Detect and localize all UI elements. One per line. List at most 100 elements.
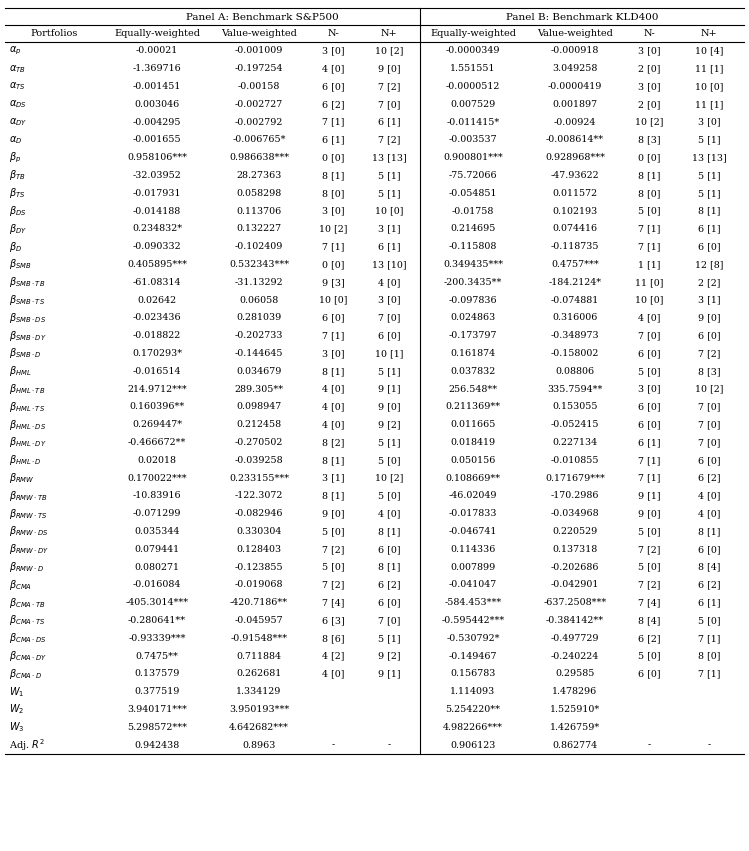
- Text: -420.7186**: -420.7186**: [230, 598, 288, 608]
- Text: 0.113706: 0.113706: [237, 207, 282, 215]
- Text: $\beta_{RMW\cdot TB}$: $\beta_{RMW\cdot TB}$: [9, 489, 48, 503]
- Text: 9 [1]: 9 [1]: [377, 670, 400, 678]
- Text: $\alpha_{D}$: $\alpha_{D}$: [9, 134, 22, 146]
- Text: 6 [0]: 6 [0]: [637, 420, 661, 429]
- Text: 0.377519: 0.377519: [134, 688, 180, 696]
- Text: 4 [0]: 4 [0]: [322, 385, 345, 394]
- Text: -0.018822: -0.018822: [133, 331, 181, 340]
- Text: -0.006765*: -0.006765*: [232, 135, 286, 145]
- Text: 0.906123: 0.906123: [450, 740, 496, 750]
- Text: -0.071299: -0.071299: [133, 509, 181, 518]
- Text: 0.233155***: 0.233155***: [229, 474, 289, 483]
- Text: -0.010855: -0.010855: [551, 456, 599, 465]
- Text: -0.497729: -0.497729: [551, 634, 599, 643]
- Text: 28.27363: 28.27363: [237, 171, 282, 180]
- Text: 6 [3]: 6 [3]: [321, 616, 345, 625]
- Text: 7 [0]: 7 [0]: [637, 331, 661, 340]
- Text: $\beta_{SMB}$: $\beta_{SMB}$: [9, 258, 31, 271]
- Text: -0.041047: -0.041047: [449, 580, 497, 590]
- Text: 6 [0]: 6 [0]: [637, 403, 661, 411]
- Text: -0.149467: -0.149467: [449, 652, 497, 660]
- Text: 0.08806: 0.08806: [556, 367, 595, 376]
- Text: $\beta_{RMW\cdot D}$: $\beta_{RMW\cdot D}$: [9, 560, 44, 574]
- Text: 7 [1]: 7 [1]: [637, 456, 661, 465]
- Text: -0.008614**: -0.008614**: [546, 135, 604, 145]
- Text: 10 [0]: 10 [0]: [374, 207, 403, 215]
- Text: -0.00158: -0.00158: [238, 82, 280, 91]
- Text: 5.254220**: 5.254220**: [446, 705, 500, 714]
- Text: 8 [1]: 8 [1]: [377, 563, 400, 572]
- Text: -0.91548***: -0.91548***: [231, 634, 288, 643]
- Text: 3 [0]: 3 [0]: [321, 349, 345, 358]
- Text: 6 [1]: 6 [1]: [377, 243, 400, 251]
- Text: 7 [2]: 7 [2]: [322, 545, 345, 554]
- Text: 10 [1]: 10 [1]: [374, 349, 403, 358]
- Text: 6 [0]: 6 [0]: [697, 331, 721, 340]
- Text: -0.173797: -0.173797: [449, 331, 497, 340]
- Text: 5 [0]: 5 [0]: [377, 491, 400, 500]
- Text: Value-weighted: Value-weighted: [537, 30, 613, 38]
- Text: 7 [1]: 7 [1]: [637, 225, 661, 233]
- Text: $\beta_{D}$: $\beta_{D}$: [9, 240, 22, 254]
- Text: -32.03952: -32.03952: [133, 171, 181, 180]
- Text: 8 [1]: 8 [1]: [698, 207, 721, 215]
- Text: 0.170293*: 0.170293*: [132, 349, 182, 358]
- Text: -0.001451: -0.001451: [133, 82, 181, 91]
- Text: $\beta_{p}$: $\beta_{p}$: [9, 151, 21, 165]
- Text: 7 [1]: 7 [1]: [637, 243, 661, 251]
- Text: 10 [2]: 10 [2]: [634, 117, 664, 127]
- Text: 0.128403: 0.128403: [237, 545, 282, 554]
- Text: 4 [0]: 4 [0]: [322, 670, 345, 678]
- Text: 7 [2]: 7 [2]: [637, 580, 661, 590]
- Text: $\beta_{HML}$: $\beta_{HML}$: [9, 364, 31, 379]
- Text: -0.00021: -0.00021: [136, 47, 178, 55]
- Text: 6 [0]: 6 [0]: [321, 313, 345, 323]
- Text: 7 [0]: 7 [0]: [377, 313, 400, 323]
- Text: -0.001009: -0.001009: [235, 47, 283, 55]
- Text: -0.0000419: -0.0000419: [548, 82, 602, 91]
- Text: 0.007529: 0.007529: [450, 100, 496, 109]
- Text: 0.928968***: 0.928968***: [545, 153, 605, 163]
- Text: 13 [13]: 13 [13]: [691, 153, 727, 163]
- Text: $\beta_{RMW\cdot DS}$: $\beta_{RMW\cdot DS}$: [9, 524, 49, 539]
- Text: -0.004295: -0.004295: [133, 117, 181, 127]
- Text: -0.0000349: -0.0000349: [446, 47, 500, 55]
- Text: Value-weighted: Value-weighted: [221, 30, 297, 38]
- Text: 0.7475**: 0.7475**: [136, 652, 178, 660]
- Text: -0.097836: -0.097836: [449, 295, 497, 305]
- Text: 5 [1]: 5 [1]: [377, 634, 400, 643]
- Text: 7 [0]: 7 [0]: [698, 438, 721, 447]
- Text: -0.280641**: -0.280641**: [128, 616, 186, 625]
- Text: 9 [2]: 9 [2]: [377, 652, 400, 660]
- Text: 7 [2]: 7 [2]: [377, 82, 400, 91]
- Text: 0.108669**: 0.108669**: [446, 474, 500, 483]
- Text: -0.115808: -0.115808: [449, 243, 497, 251]
- Text: 0 [0]: 0 [0]: [322, 260, 345, 269]
- Text: -0.016084: -0.016084: [133, 580, 181, 590]
- Text: 7 [1]: 7 [1]: [322, 117, 345, 127]
- Text: 6 [0]: 6 [0]: [637, 349, 661, 358]
- Text: 5 [0]: 5 [0]: [637, 367, 661, 376]
- Text: 6 [1]: 6 [1]: [697, 598, 721, 608]
- Text: 10 [0]: 10 [0]: [634, 295, 664, 305]
- Text: 0.007899: 0.007899: [450, 563, 496, 572]
- Text: $\beta_{SMB\cdot DY}$: $\beta_{SMB\cdot DY}$: [9, 328, 46, 343]
- Text: 7 [2]: 7 [2]: [637, 545, 661, 554]
- Text: -0.003537: -0.003537: [449, 135, 497, 145]
- Text: 10 [2]: 10 [2]: [695, 385, 724, 394]
- Text: 214.9712***: 214.9712***: [127, 385, 187, 394]
- Text: -: -: [387, 740, 391, 750]
- Text: 0.011572: 0.011572: [553, 189, 598, 197]
- Text: $\beta_{DS}$: $\beta_{DS}$: [9, 204, 26, 218]
- Text: 5 [0]: 5 [0]: [697, 616, 721, 625]
- Text: $\beta_{DY}$: $\beta_{DY}$: [9, 222, 27, 236]
- Text: 8 [3]: 8 [3]: [697, 367, 721, 376]
- Text: 5 [1]: 5 [1]: [377, 171, 400, 180]
- Text: $W_{3}$: $W_{3}$: [9, 721, 25, 734]
- Text: -0.384142**: -0.384142**: [546, 616, 604, 625]
- Text: $\beta_{SMB\cdot TS}$: $\beta_{SMB\cdot TS}$: [9, 293, 45, 307]
- Text: 0.220529: 0.220529: [552, 527, 598, 536]
- Text: 1 [1]: 1 [1]: [637, 260, 661, 269]
- Text: 7 [1]: 7 [1]: [322, 331, 345, 340]
- Text: -0.202686: -0.202686: [551, 563, 599, 572]
